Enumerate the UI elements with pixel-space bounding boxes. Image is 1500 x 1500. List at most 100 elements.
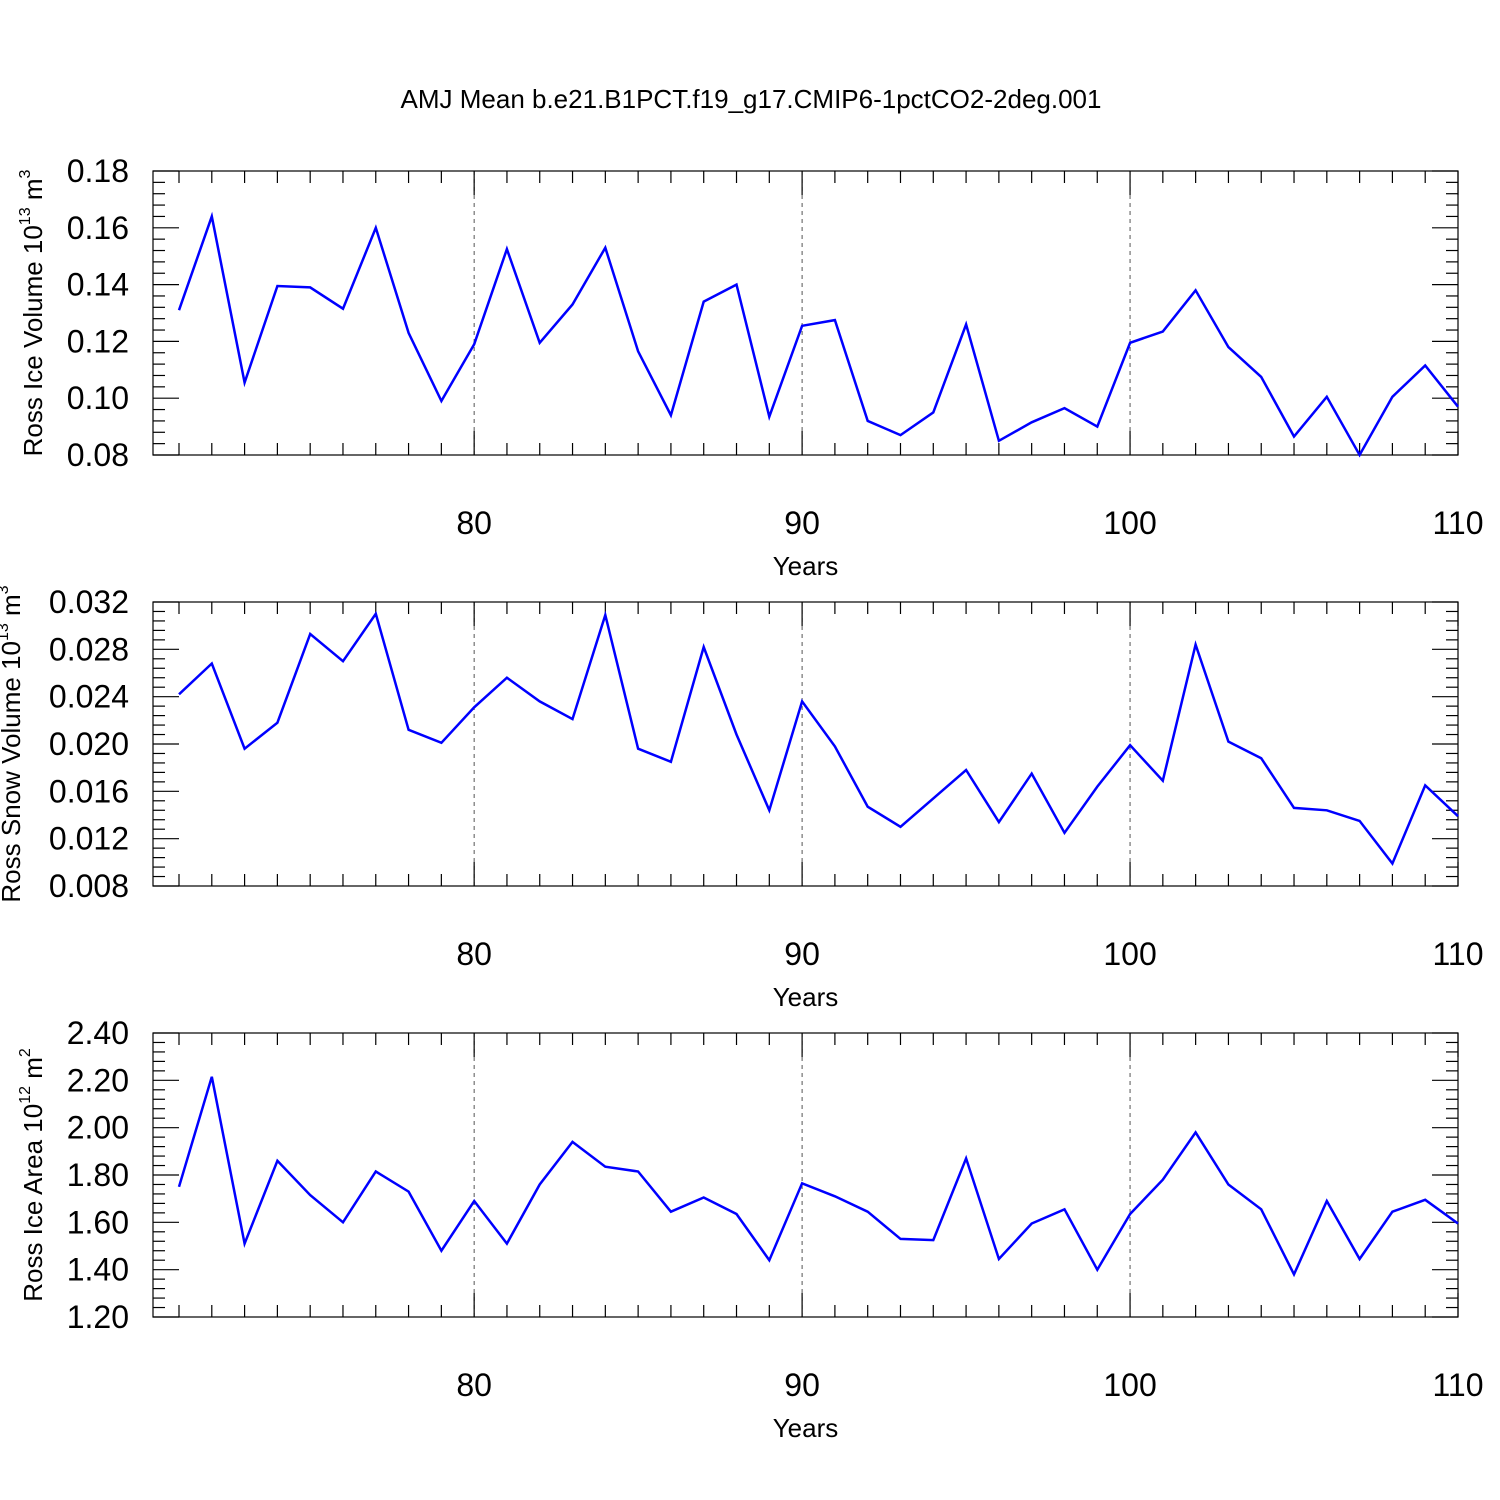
data-point xyxy=(866,1210,870,1214)
data-point xyxy=(571,302,575,306)
data-point xyxy=(1030,1222,1034,1226)
y-tick-label: 0.12 xyxy=(67,323,129,359)
y-axis-label-main: Ross Snow Volume 10 xyxy=(0,641,26,903)
data-point xyxy=(177,1185,181,1189)
y-tick-label: 1.20 xyxy=(67,1299,129,1335)
y-tick-label: 1.60 xyxy=(67,1204,129,1240)
data-point xyxy=(1423,364,1427,368)
data-point xyxy=(767,415,771,419)
data-point xyxy=(472,342,476,346)
data-point xyxy=(177,692,181,696)
y-axis-label: Ross Snow Volume 1013 m3 xyxy=(0,585,26,902)
data-point xyxy=(931,796,935,800)
data-point xyxy=(767,808,771,812)
y-tick-label: 0.028 xyxy=(49,631,129,667)
data-point xyxy=(472,705,476,709)
y-tick-label: 0.016 xyxy=(49,773,129,809)
y-tick-label: 0.08 xyxy=(67,437,129,473)
data-point xyxy=(1292,806,1296,810)
y-axis-label: Ross Ice Volume 1013 m3 xyxy=(17,169,48,456)
y-tick-label: 0.14 xyxy=(67,267,129,303)
data-point xyxy=(275,1159,279,1163)
y-tick-label: 2.00 xyxy=(67,1110,129,1146)
data-point xyxy=(407,1190,411,1194)
data-point xyxy=(243,747,247,751)
data-point xyxy=(1194,643,1198,647)
panel-ross-ice-volume: 0.08 0.10 0.12 0.14 0.16 0.18 80 90 100 110 Years R… xyxy=(17,153,1484,581)
data-point xyxy=(1423,783,1427,787)
x-tick-label: 110 xyxy=(1432,1367,1483,1403)
data-point xyxy=(1128,743,1132,747)
data-point xyxy=(931,1238,935,1242)
data-point xyxy=(341,1220,345,1224)
data-point xyxy=(538,341,542,345)
data-point xyxy=(767,1258,771,1262)
data-point xyxy=(931,410,935,414)
data-point xyxy=(964,1156,968,1160)
data-point xyxy=(243,1242,247,1246)
x-axis-label: Years xyxy=(773,551,839,581)
data-point xyxy=(800,699,804,703)
data-point xyxy=(374,226,378,230)
x-tick-label: 80 xyxy=(456,505,492,541)
data-point xyxy=(571,717,575,721)
data-point xyxy=(1062,1207,1066,1211)
x-tick-label: 100 xyxy=(1103,1367,1156,1403)
data-point xyxy=(1358,819,1362,823)
data-point xyxy=(702,1195,706,1199)
data-point xyxy=(439,741,443,745)
data-point xyxy=(735,1212,739,1216)
data-point xyxy=(898,1237,902,1241)
y-axis-label: Ross Ice Area 1012 m2 xyxy=(17,1048,48,1302)
y-axis-label-unit-exponent: 3 xyxy=(17,169,34,178)
data-point xyxy=(997,1257,1001,1261)
series-line-ross-ice-volume xyxy=(177,211,1459,458)
y-tick-label: 2.40 xyxy=(67,1015,129,1051)
data-point xyxy=(1095,425,1099,429)
y-axis-label-unit-exponent: 3 xyxy=(0,585,12,594)
data-point xyxy=(735,733,739,737)
data-point xyxy=(636,747,640,751)
y-tick-label: 0.032 xyxy=(49,584,129,620)
data-point xyxy=(538,1182,542,1186)
figure-title: AMJ Mean b.e21.B1PCT.f19_g17.CMIP6-1pctC… xyxy=(401,84,1102,114)
data-point xyxy=(1325,808,1329,812)
y-axis-label-exponent: 13 xyxy=(17,207,34,225)
data-point xyxy=(571,1140,575,1144)
data-point xyxy=(439,1249,443,1253)
data-point xyxy=(1062,406,1066,410)
data-point xyxy=(210,662,214,666)
data-point xyxy=(374,1169,378,1173)
data-point xyxy=(275,284,279,288)
data-point xyxy=(505,1242,509,1246)
y-tick-label: 0.18 xyxy=(67,153,129,189)
y-ticks xyxy=(153,170,1458,456)
data-point xyxy=(243,381,247,385)
data-point xyxy=(866,419,870,423)
data-point xyxy=(407,728,411,732)
y-axis-label-exponent: 13 xyxy=(0,623,12,641)
data-point xyxy=(308,285,312,289)
series-line-ross-ice-area xyxy=(177,1076,1459,1278)
data-point xyxy=(308,632,312,636)
x-tick-label: 80 xyxy=(456,936,492,972)
y-ticks xyxy=(153,601,1458,887)
data-point xyxy=(1095,1268,1099,1272)
y-tick-label: 0.024 xyxy=(49,679,129,715)
plot-frame xyxy=(152,170,1459,456)
y-tick-label: 0.008 xyxy=(49,868,129,904)
data-point xyxy=(866,805,870,809)
data-point xyxy=(275,721,279,725)
data-point xyxy=(1062,831,1066,835)
data-point xyxy=(1259,375,1263,379)
data-point xyxy=(1259,1207,1263,1211)
data-point xyxy=(1423,1198,1427,1202)
data-point xyxy=(603,1165,607,1169)
data-point xyxy=(1358,453,1362,457)
data-point xyxy=(1161,1178,1165,1182)
x-minor-ticks xyxy=(178,602,1459,886)
y-tick-label: 1.40 xyxy=(67,1252,129,1288)
y-tick-label: 0.10 xyxy=(67,380,129,416)
